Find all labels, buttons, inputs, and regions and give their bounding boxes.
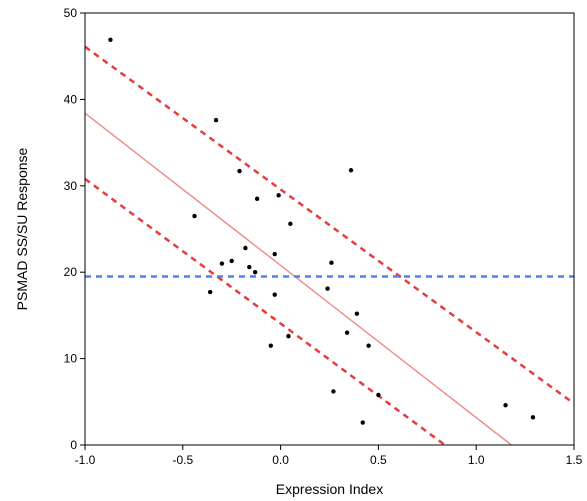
x-tick-label: -0.5 bbox=[172, 453, 193, 467]
y-tick-label: 30 bbox=[64, 179, 78, 193]
data-point bbox=[286, 333, 291, 339]
data-point bbox=[530, 415, 536, 420]
data-point bbox=[252, 270, 258, 275]
data-point bbox=[348, 168, 354, 173]
data-point bbox=[325, 286, 330, 291]
y-tick-label: 20 bbox=[64, 265, 78, 279]
data-point bbox=[219, 261, 225, 266]
y-tick-label: 0 bbox=[70, 438, 77, 452]
confidence-upper-line bbox=[84, 45, 575, 405]
y-axis: 0 10 20 30 40 50 bbox=[64, 6, 85, 452]
y-tick-label: 40 bbox=[64, 92, 78, 106]
data-point bbox=[237, 168, 242, 174]
regression-fit-line bbox=[84, 112, 512, 446]
data-points bbox=[108, 37, 536, 425]
plot-background bbox=[85, 13, 574, 445]
data-point bbox=[247, 264, 252, 270]
data-point bbox=[213, 117, 219, 123]
x-tick-label: 0.0 bbox=[272, 453, 289, 467]
data-point bbox=[272, 251, 277, 257]
data-point bbox=[331, 389, 336, 394]
data-point bbox=[329, 260, 334, 265]
data-point bbox=[503, 403, 508, 408]
data-point bbox=[288, 221, 293, 227]
x-axis-title: Expression Index bbox=[276, 481, 383, 497]
fit-lines bbox=[84, 45, 575, 447]
data-point bbox=[108, 37, 113, 42]
data-point bbox=[243, 245, 248, 251]
x-axis: -1.0 -0.5 0.0 0.5 1.0 1.5 bbox=[75, 445, 583, 467]
y-tick-label: 50 bbox=[64, 6, 78, 20]
x-tick-label: 1.5 bbox=[566, 453, 583, 467]
x-tick-label: -1.0 bbox=[75, 453, 96, 467]
plot-frame bbox=[84, 12, 575, 446]
data-point bbox=[229, 258, 234, 264]
data-point bbox=[344, 330, 350, 335]
y-tick-label: 10 bbox=[64, 352, 78, 366]
data-point bbox=[376, 392, 381, 398]
data-point bbox=[192, 213, 197, 219]
data-point bbox=[354, 311, 360, 316]
data-point bbox=[207, 289, 213, 295]
data-point bbox=[366, 343, 371, 348]
data-point bbox=[276, 193, 281, 198]
data-point bbox=[268, 343, 274, 348]
data-point bbox=[360, 420, 365, 425]
data-point bbox=[254, 196, 260, 201]
x-tick-label: 0.5 bbox=[370, 453, 387, 467]
y-axis-title: PSMAD SS/SU Response bbox=[14, 147, 30, 310]
x-tick-label: 1.0 bbox=[468, 453, 485, 467]
confidence-lower-line bbox=[84, 177, 446, 447]
data-point bbox=[272, 292, 277, 297]
